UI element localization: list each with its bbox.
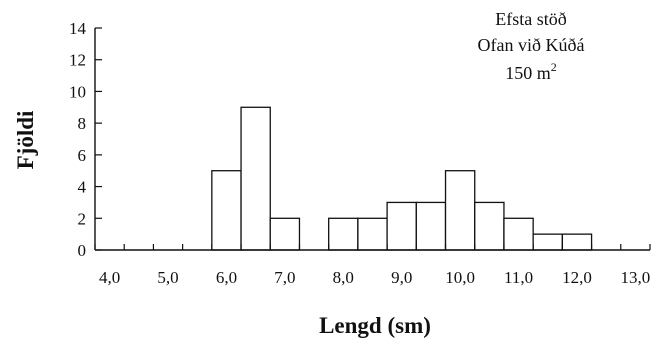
x-tick-label: 8,0	[333, 268, 354, 287]
histogram-bar	[328, 217, 359, 251]
y-tick-label: 14	[69, 19, 87, 38]
x-tick-label: 7,0	[274, 268, 295, 287]
annotation-line-3-superscript: 2	[551, 60, 557, 74]
x-tick-label: 4,0	[99, 268, 120, 287]
annotation-line-1: Efsta stöð	[495, 9, 567, 29]
y-tick-label: 4	[78, 178, 87, 197]
x-tick-label: 12,0	[562, 268, 592, 287]
annotation-line-3-text: 150 m	[505, 63, 551, 83]
x-tick-label: 10,0	[445, 268, 475, 287]
histogram-bar	[532, 233, 564, 251]
histogram-bar	[269, 217, 301, 251]
histogram-bar	[386, 201, 417, 251]
y-axis: 0 2 4 6 8 10 12 14	[69, 19, 102, 260]
x-tick-label: 11,0	[504, 268, 533, 287]
histogram-bar	[444, 170, 476, 251]
histogram-bar	[240, 106, 271, 251]
x-tick-label: 13,0	[621, 268, 651, 287]
x-tick-label: 9,0	[391, 268, 412, 287]
bars-group	[211, 106, 593, 251]
chart-annotation: Efsta stöð Ofan við Kúðá 150 m2	[478, 9, 585, 83]
histogram-bar	[561, 233, 593, 251]
y-tick-label: 6	[78, 146, 87, 165]
annotation-line-2: Ofan við Kúðá	[478, 35, 585, 55]
histogram-bar	[357, 217, 388, 251]
histogram-bar	[474, 201, 505, 251]
y-axis-label: Fjöldi	[13, 110, 38, 169]
x-axis-label: Lengd (sm)	[319, 313, 431, 338]
y-tick-label: 12	[69, 51, 86, 70]
histogram-bar	[503, 217, 534, 251]
y-tick-label: 8	[78, 114, 87, 133]
annotation-line-3: 150 m2	[505, 60, 557, 83]
x-axis: 4,0 5,0 6,0 7,0 8,0 9,0 10,0 11,0 12,0 13,0	[94, 244, 651, 287]
x-tick-label: 6,0	[216, 268, 237, 287]
y-tick-label: 2	[78, 209, 87, 228]
y-tick-label: 10	[69, 82, 86, 101]
x-tick-label: 5,0	[157, 268, 178, 287]
y-tick-label: 0	[78, 241, 87, 260]
histogram-bar	[211, 170, 242, 251]
histogram-bar	[415, 201, 447, 251]
